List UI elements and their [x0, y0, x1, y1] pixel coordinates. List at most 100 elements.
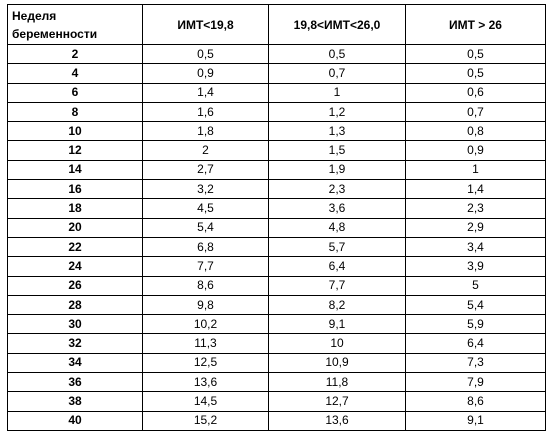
bmi-normal-cell: 0,7	[268, 63, 406, 84]
bmi-low-cell: 2,7	[142, 159, 269, 181]
week-cell: 20	[7, 217, 143, 238]
bmi-high-cell: 9,1	[405, 410, 546, 431]
bmi-normal-cell: 13,6	[268, 410, 406, 431]
bmi-high-cell: 7,3	[405, 352, 546, 374]
week-cell: 4	[7, 63, 143, 84]
header-week: Неделя беременности	[7, 4, 143, 45]
header-week-line1: Неделя	[12, 8, 57, 23]
bmi-normal-cell: 1,5	[268, 140, 406, 161]
bmi-low-cell: 12,5	[142, 352, 269, 374]
bmi-low-cell: 9,8	[142, 294, 269, 316]
bmi-high-cell: 1,4	[405, 179, 546, 200]
table-row: 32 11,3 10 6,4	[7, 333, 546, 354]
week-cell: 26	[7, 275, 143, 296]
table-row: 6 1,4 1 0,6	[7, 82, 546, 103]
table-row: 40 15,2 13,6 9,1	[7, 410, 546, 431]
table-row: 26 8,6 7,7 5	[7, 275, 546, 296]
week-cell: 14	[7, 159, 143, 181]
bmi-normal-cell: 10,9	[268, 352, 406, 374]
table-row: 34 12,5 10,9 7,3	[7, 352, 546, 374]
bmi-normal-cell: 1,3	[268, 121, 406, 142]
bmi-low-cell: 0,9	[142, 63, 269, 84]
week-cell: 10	[7, 121, 143, 142]
bmi-high-cell: 1	[405, 159, 546, 181]
bmi-high-cell: 0,5	[405, 43, 546, 65]
bmi-normal-cell: 1,9	[268, 159, 406, 181]
bmi-normal-cell: 2,3	[268, 179, 406, 200]
header-week-line2: беременности	[12, 26, 98, 41]
bmi-normal-cell: 8,2	[268, 294, 406, 316]
bmi-high-cell: 0,9	[405, 140, 546, 161]
week-cell: 12	[7, 140, 143, 161]
week-cell: 2	[7, 43, 143, 65]
bmi-high-cell: 2,3	[405, 198, 546, 219]
week-cell: 8	[7, 101, 143, 123]
bmi-normal-cell: 0,5	[268, 43, 406, 65]
bmi-normal-cell: 7,7	[268, 275, 406, 296]
bmi-normal-cell: 9,1	[268, 314, 406, 335]
bmi-low-cell: 1,6	[142, 101, 269, 123]
table-row: 24 7,7 6,4 3,9	[7, 256, 546, 277]
bmi-low-cell: 11,3	[142, 333, 269, 354]
table-row: 10 1,8 1,3 0,8	[7, 121, 546, 142]
bmi-normal-cell: 10	[268, 333, 406, 354]
bmi-high-cell: 5,9	[405, 314, 546, 335]
bmi-normal-cell: 12,7	[268, 391, 406, 412]
bmi-low-cell: 6,8	[142, 236, 269, 258]
table-header-row: Неделя беременности ИМТ<19,8 19,8<ИМТ<26…	[7, 4, 546, 45]
bmi-high-cell: 3,4	[405, 236, 546, 258]
bmi-low-cell: 13,6	[142, 372, 269, 393]
table-row: 22 6,8 5,7 3,4	[7, 236, 546, 258]
week-cell: 30	[7, 314, 143, 335]
week-cell: 22	[7, 236, 143, 258]
bmi-low-cell: 0,5	[142, 43, 269, 65]
bmi-high-cell: 8,6	[405, 391, 546, 412]
bmi-low-cell: 1,8	[142, 121, 269, 142]
header-bmi-normal: 19,8<ИМТ<26,0	[268, 4, 406, 45]
bmi-low-cell: 7,7	[142, 256, 269, 277]
bmi-high-cell: 5	[405, 275, 546, 296]
bmi-low-cell: 2	[142, 140, 269, 161]
bmi-low-cell: 14,5	[142, 391, 269, 412]
week-cell: 38	[7, 391, 143, 412]
bmi-normal-cell: 1,2	[268, 101, 406, 123]
table-row: 20 5,4 4,8 2,9	[7, 217, 546, 238]
bmi-high-cell: 5,4	[405, 294, 546, 316]
bmi-low-cell: 8,6	[142, 275, 269, 296]
bmi-high-cell: 3,9	[405, 256, 546, 277]
bmi-high-cell: 0,6	[405, 82, 546, 103]
bmi-low-cell: 1,4	[142, 82, 269, 103]
bmi-normal-cell: 11,8	[268, 372, 406, 393]
bmi-low-cell: 15,2	[142, 410, 269, 431]
week-cell: 24	[7, 256, 143, 277]
table-row: 30 10,2 9,1 5,9	[7, 314, 546, 335]
week-cell: 28	[7, 294, 143, 316]
week-cell: 36	[7, 372, 143, 393]
week-cell: 40	[7, 410, 143, 431]
week-cell: 34	[7, 352, 143, 374]
table-row: 36 13,6 11,8 7,9	[7, 372, 546, 393]
bmi-high-cell: 0,8	[405, 121, 546, 142]
table-row: 14 2,7 1,9 1	[7, 159, 546, 181]
week-cell: 6	[7, 82, 143, 103]
bmi-high-cell: 0,5	[405, 63, 546, 84]
bmi-low-cell: 3,2	[142, 179, 269, 200]
bmi-normal-cell: 6,4	[268, 256, 406, 277]
table-row: 12 2 1,5 0,9	[7, 140, 546, 161]
bmi-high-cell: 6,4	[405, 333, 546, 354]
header-bmi-low: ИМТ<19,8	[142, 4, 269, 45]
table-row: 2 0,5 0,5 0,5	[7, 43, 546, 65]
bmi-normal-cell: 5,7	[268, 236, 406, 258]
bmi-high-cell: 7,9	[405, 372, 546, 393]
bmi-low-cell: 5,4	[142, 217, 269, 238]
bmi-high-cell: 0,7	[405, 101, 546, 123]
bmi-low-cell: 10,2	[142, 314, 269, 335]
bmi-normal-cell: 3,6	[268, 198, 406, 219]
bmi-normal-cell: 1	[268, 82, 406, 103]
table-row: 16 3,2 2,3 1,4	[7, 179, 546, 200]
table-row: 38 14,5 12,7 8,6	[7, 391, 546, 412]
bmi-normal-cell: 4,8	[268, 217, 406, 238]
header-bmi-high: ИМТ > 26	[405, 4, 546, 45]
table-row: 4 0,9 0,7 0,5	[7, 63, 546, 84]
table-row: 18 4,5 3,6 2,3	[7, 198, 546, 219]
